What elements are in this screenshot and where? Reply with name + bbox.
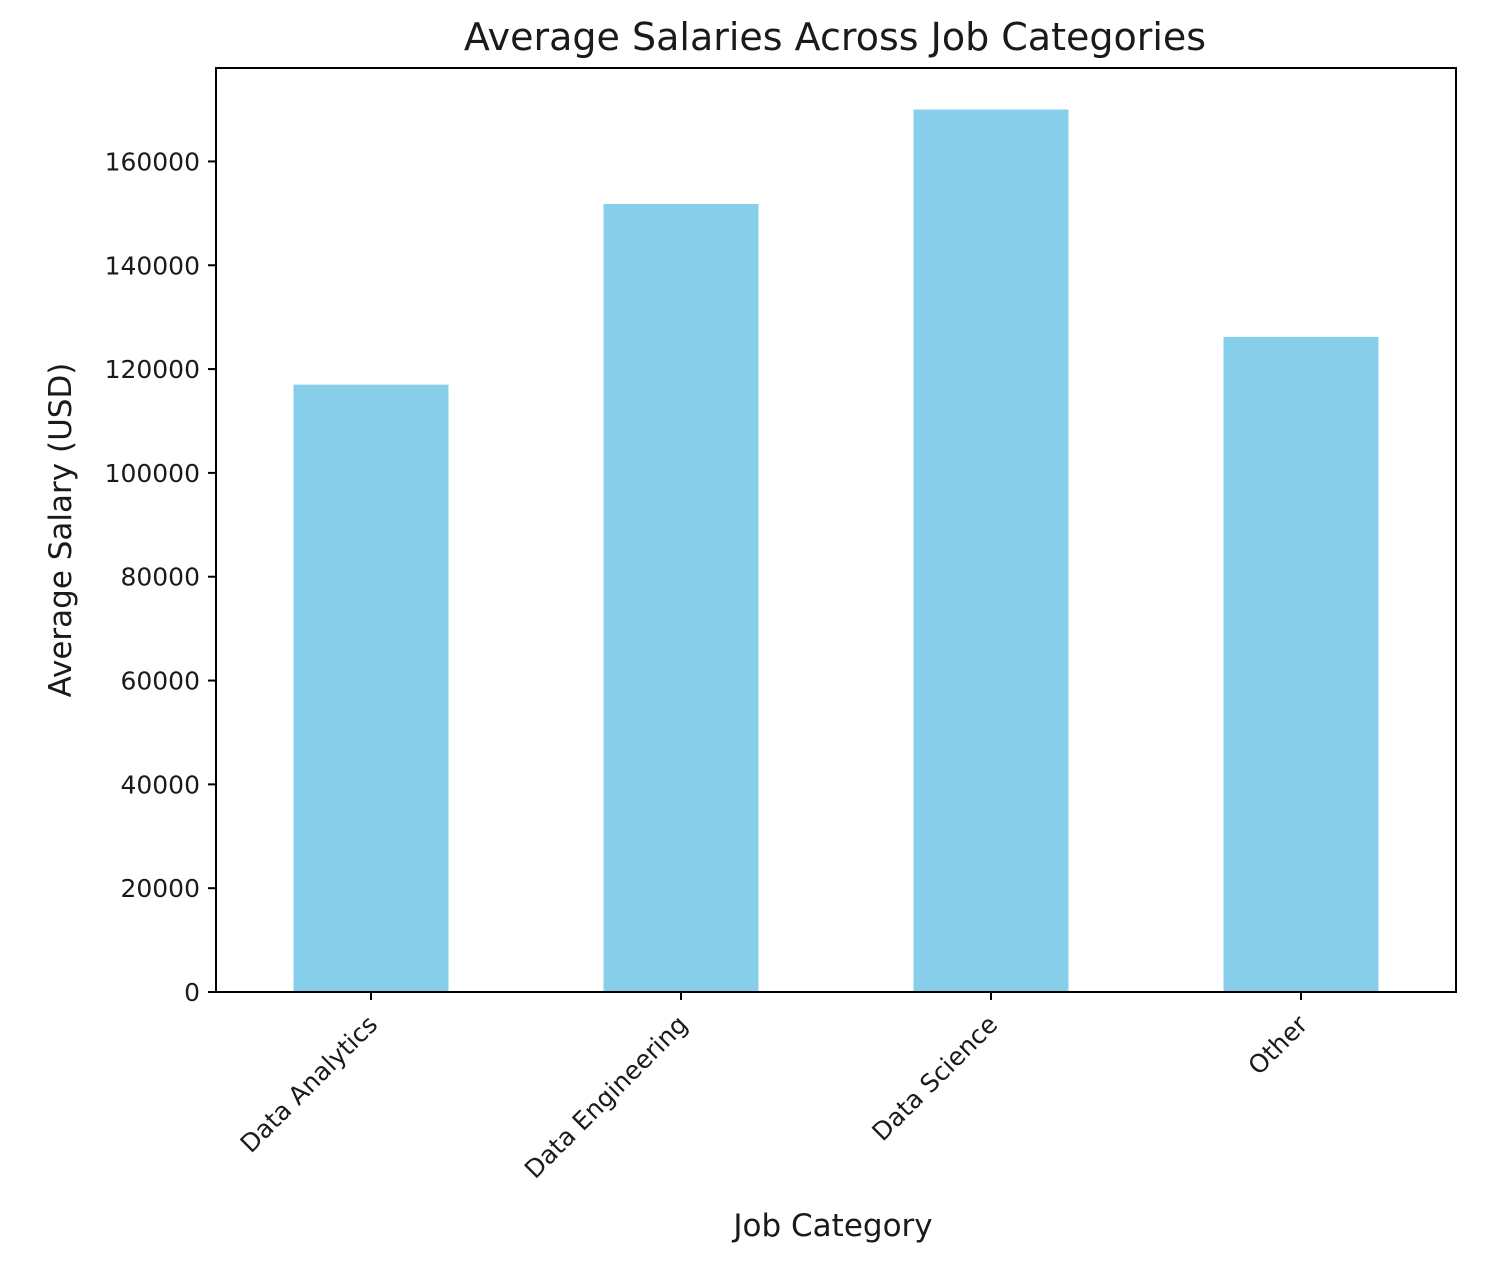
bar-data-analytics [293,384,449,992]
y-tick-label: 140000 [105,251,200,280]
x-tick-label: Data Science [866,1010,1003,1147]
bar-data-science [913,109,1069,992]
bar-data-engineering [603,204,759,992]
x-tick-label: Other [1243,1009,1314,1080]
y-tick-label: 20000 [120,874,200,903]
y-axis: 0 20000 40000 60000 80000 100000 120000 140000 1… [105,147,216,1007]
y-tick-label: 120000 [105,355,200,384]
x-axis: Data Analytics Data Engineering Data Scien… [235,992,1314,1184]
y-tick-label: 40000 [120,770,200,799]
y-tick-label: 0 [184,978,200,1007]
y-tick-label: 80000 [120,563,200,592]
bars-layer [293,109,1379,992]
x-axis-label: Job Category [731,1208,932,1244]
y-axis-label: Average Salary (USD) [43,363,79,698]
y-tick-label: 60000 [120,667,200,696]
chart-title: Average Salaries Across Job Categories [464,15,1206,59]
bar-other [1223,336,1379,992]
plot-frame [215,67,1457,993]
y-tick-label: 100000 [105,459,200,488]
x-tick-label: Data Analytics [235,1010,384,1159]
y-tick-label: 160000 [105,147,200,176]
x-tick-label: Data Engineering [519,1010,693,1184]
